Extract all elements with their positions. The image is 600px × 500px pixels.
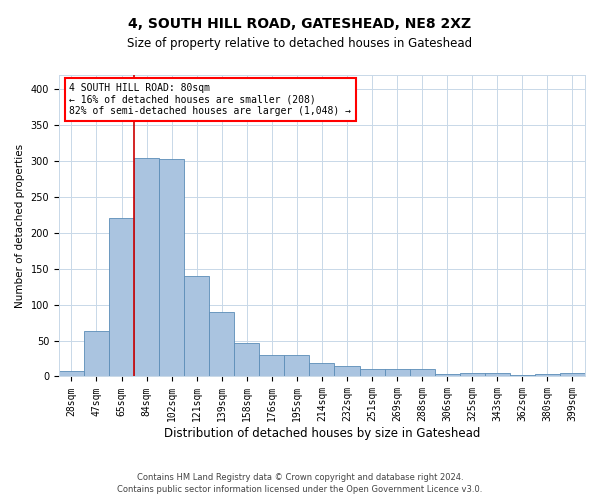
Bar (84, 332, 109, 376)
Bar (209, 312, 234, 376)
Text: Size of property relative to detached houses in Gateshead: Size of property relative to detached ho… (127, 38, 473, 51)
Bar (485, 373, 510, 376)
Bar (109, 218, 134, 376)
Bar (159, 159, 184, 376)
Bar (134, 158, 159, 376)
Text: 4, SOUTH HILL ROAD, GATESHEAD, NE8 2XZ: 4, SOUTH HILL ROAD, GATESHEAD, NE8 2XZ (128, 18, 472, 32)
Text: Contains HM Land Registry data © Crown copyright and database right 2024.: Contains HM Land Registry data © Crown c… (137, 472, 463, 482)
Bar (334, 366, 359, 376)
Bar (560, 373, 585, 376)
Bar (310, 363, 334, 376)
Bar (234, 342, 259, 376)
Bar (284, 355, 310, 376)
Bar (434, 374, 460, 376)
Bar (460, 373, 485, 376)
Bar (184, 276, 209, 376)
Bar (59, 370, 84, 376)
Text: 4 SOUTH HILL ROAD: 80sqm
← 16% of detached houses are smaller (208)
82% of semi-: 4 SOUTH HILL ROAD: 80sqm ← 16% of detach… (70, 82, 352, 116)
X-axis label: Distribution of detached houses by size in Gateshead: Distribution of detached houses by size … (164, 427, 480, 440)
Bar (259, 355, 284, 376)
Bar (535, 374, 560, 376)
Y-axis label: Number of detached properties: Number of detached properties (15, 144, 25, 308)
Bar (410, 370, 434, 376)
Bar (385, 370, 410, 376)
Text: Contains public sector information licensed under the Open Government Licence v3: Contains public sector information licen… (118, 485, 482, 494)
Bar (510, 375, 535, 376)
Bar (359, 368, 385, 376)
